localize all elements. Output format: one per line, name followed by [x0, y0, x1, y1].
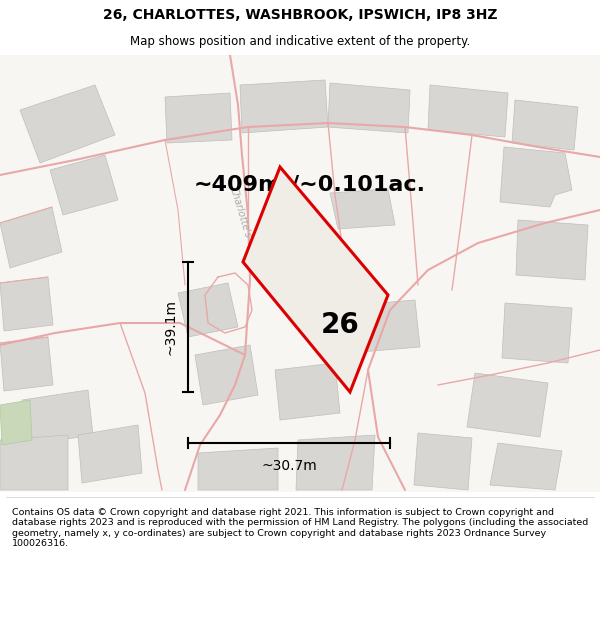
Polygon shape: [22, 390, 93, 445]
Polygon shape: [0, 400, 32, 445]
Text: 26: 26: [320, 311, 359, 339]
Polygon shape: [467, 373, 548, 437]
Polygon shape: [243, 167, 388, 392]
Polygon shape: [20, 85, 115, 163]
Polygon shape: [0, 207, 62, 268]
Text: Contains OS data © Crown copyright and database right 2021. This information is : Contains OS data © Crown copyright and d…: [12, 508, 588, 548]
Polygon shape: [414, 433, 472, 490]
Polygon shape: [0, 435, 68, 490]
Text: ~39.1m: ~39.1m: [164, 299, 178, 355]
Text: ~409m²/~0.101ac.: ~409m²/~0.101ac.: [194, 175, 426, 195]
Polygon shape: [490, 443, 562, 490]
Polygon shape: [178, 283, 238, 337]
Text: Map shows position and indicative extent of the property.: Map shows position and indicative extent…: [130, 35, 470, 48]
Polygon shape: [275, 363, 340, 420]
Polygon shape: [328, 83, 410, 133]
Polygon shape: [195, 345, 258, 405]
Polygon shape: [165, 93, 232, 143]
Polygon shape: [198, 448, 278, 490]
Polygon shape: [516, 220, 588, 280]
Polygon shape: [50, 155, 118, 215]
Text: 26, CHARLOTTES, WASHBROOK, IPSWICH, IP8 3HZ: 26, CHARLOTTES, WASHBROOK, IPSWICH, IP8 …: [103, 8, 497, 22]
Polygon shape: [240, 80, 328, 133]
Polygon shape: [0, 277, 53, 331]
Polygon shape: [330, 189, 395, 229]
Polygon shape: [0, 337, 53, 391]
Polygon shape: [78, 425, 142, 483]
Polygon shape: [296, 435, 375, 490]
Text: Charlotte's: Charlotte's: [227, 186, 253, 240]
Polygon shape: [355, 300, 420, 352]
Polygon shape: [500, 147, 572, 207]
Polygon shape: [502, 303, 572, 363]
Polygon shape: [428, 85, 508, 137]
Polygon shape: [0, 55, 600, 492]
Text: ~30.7m: ~30.7m: [261, 459, 317, 473]
Polygon shape: [512, 100, 578, 150]
